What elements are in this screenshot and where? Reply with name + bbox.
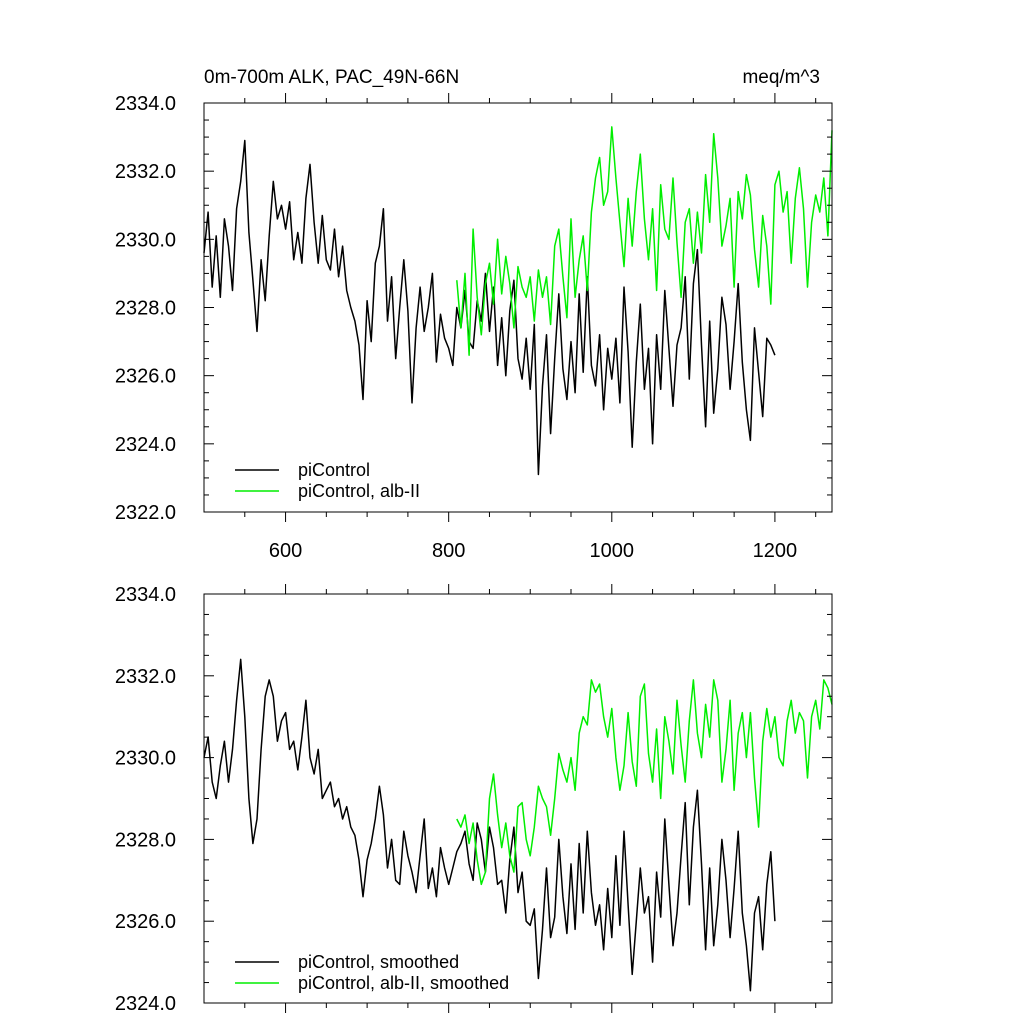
y-tick-label: 2330.0 (115, 748, 176, 770)
y-tick-label: 2324.0 (115, 434, 176, 456)
y-tick-label: 2334.0 (115, 584, 176, 606)
series-line-picontrol-alb-ii (456, 679, 833, 886)
legend-label: piControl, alb-II (298, 481, 420, 501)
y-tick-label: 2330.0 (115, 229, 176, 251)
y-tick-label: 2326.0 (115, 366, 176, 388)
legend-label: piControl (298, 460, 370, 480)
y-tick-label: 2322.0 (115, 502, 176, 524)
legend-label: piControl, alb-II, smoothed (298, 973, 509, 993)
x-tick-label: 600 (269, 540, 302, 562)
top-panel: 2322.0 2324.0 2326.0 2328.0 2330.0 2332.0 2334… (115, 93, 833, 562)
chart-title: 0m-700m ALK, PAC_49N-66N (204, 67, 459, 88)
x-tick-label: 1000 (590, 540, 635, 562)
legend-label: piControl, smoothed (298, 952, 459, 972)
series-line-picontrol-alb-ii (456, 126, 833, 356)
series-line-picontrol (203, 139, 776, 476)
plot-frame (203, 102, 833, 513)
y-tick-label: 2332.0 (115, 666, 176, 688)
y-tick-label: 2328.0 (115, 829, 176, 851)
y-tick-label: 2328.0 (115, 298, 176, 320)
bottom-panel: 2324.0 2326.0 2328.0 2330.0 2332.0 2334.0 piCo… (115, 584, 833, 1015)
y-tick-label: 2326.0 (115, 911, 176, 933)
y-tick-label: 2324.0 (115, 993, 176, 1015)
plot-frame (203, 593, 833, 1004)
x-tick-label: 1200 (753, 540, 798, 562)
y-tick-label: 2334.0 (115, 93, 176, 115)
x-tick-label: 800 (432, 540, 465, 562)
units-label: meq/m^3 (742, 67, 820, 88)
y-tick-label: 2332.0 (115, 161, 176, 183)
series-line-picontrol (203, 658, 776, 992)
